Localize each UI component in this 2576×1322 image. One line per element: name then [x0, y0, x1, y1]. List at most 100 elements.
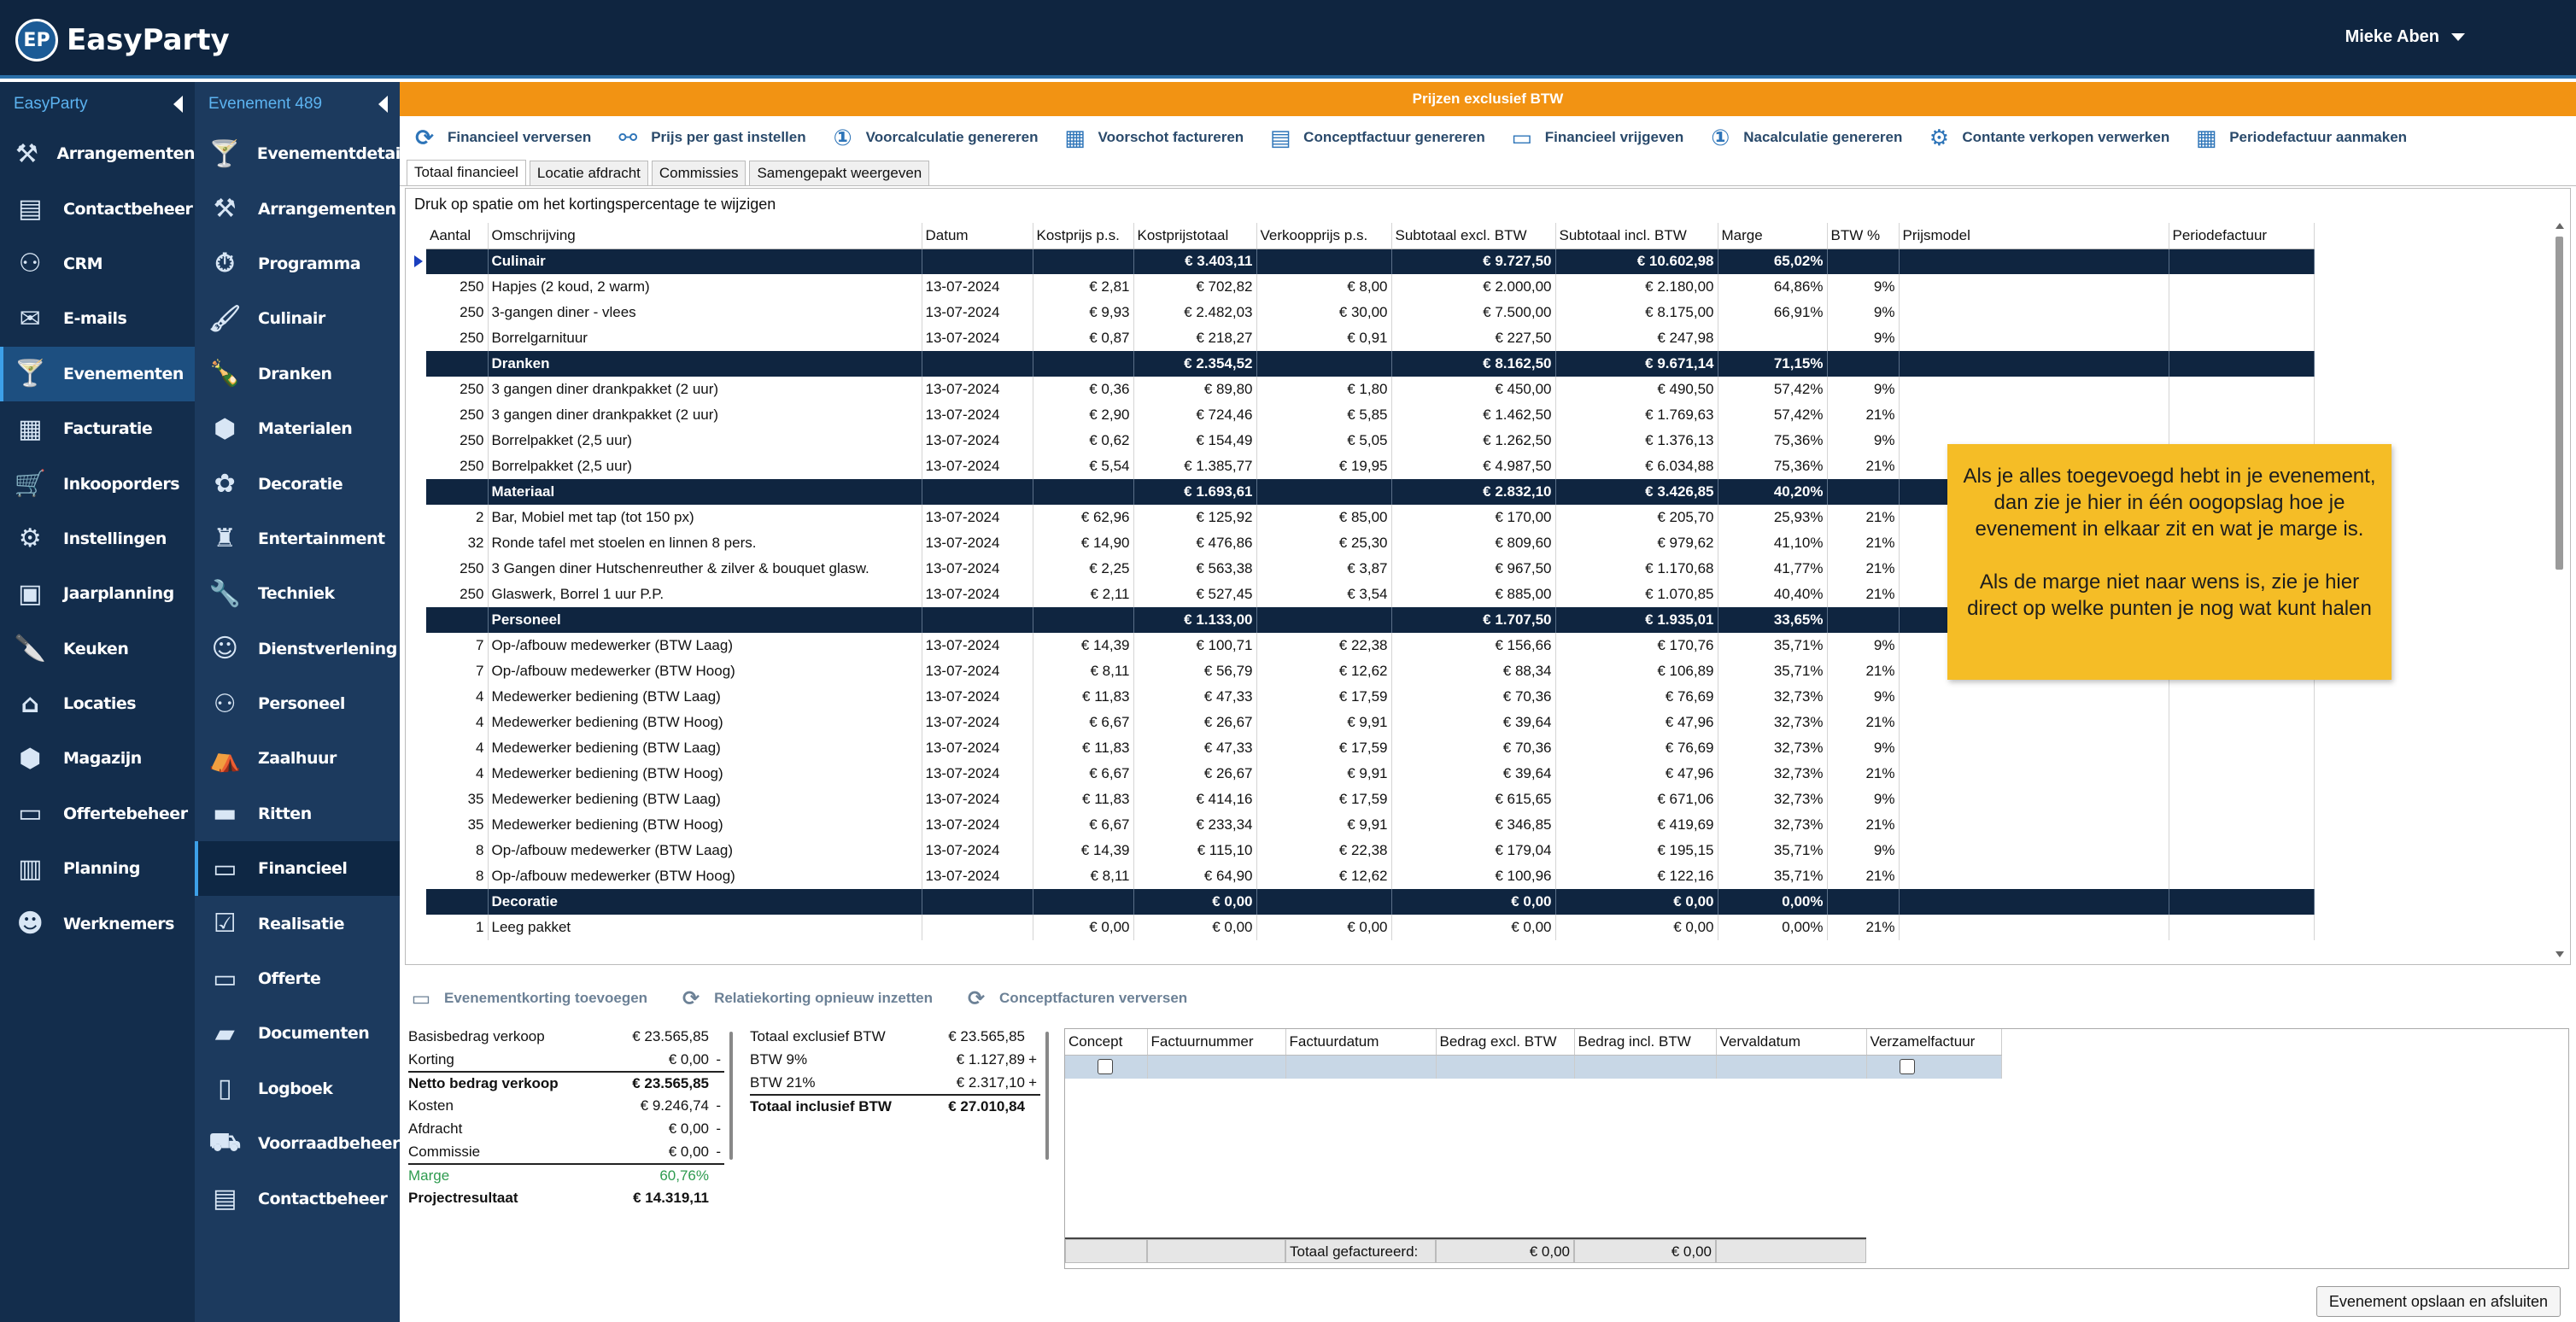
table-row[interactable]: 4 Medewerker bediening (BTW Laag) 13-07-20… [426, 735, 2315, 761]
invoice-column-header[interactable]: Factuurdatum [1285, 1029, 1437, 1056]
nav-item-contactbeheer[interactable]: ▤ Contactbeheer [0, 181, 195, 236]
table-row[interactable]: 250 3 gangen diner drankpakket (2 uur) 13-… [426, 377, 2315, 402]
table-row[interactable]: 250 3-gangen diner - vlees 13-07-2024 € 9,9… [426, 300, 2315, 325]
toolbar-periodefactuur-aanmaken-button[interactable]: ▦ Periodefactuur aanmaken [2193, 125, 2407, 150]
event-nav-item-offerte[interactable]: ▭ Offerte [195, 951, 400, 1006]
toolbar-conceptfactuur-genereren-button[interactable]: ▤ Conceptfactuur genereren [1268, 125, 1485, 150]
toolbar-voorcalculatie-genereren-button[interactable]: ① Voorcalculatie genereren [830, 125, 1039, 150]
event-nav-item-culinair[interactable]: 🖌 Culinair [195, 291, 400, 346]
nav-item-instellingen[interactable]: ⚙ Instellingen [0, 512, 195, 566]
invoice-column-header[interactable]: Verzamelfactuur [1866, 1029, 2002, 1056]
table-row[interactable]: 250 3 gangen diner drankpakket (2 uur) 13-… [426, 402, 2315, 428]
invoice-row[interactable] [1065, 1055, 2002, 1079]
invoice-column-header[interactable]: Vervaldatum [1716, 1029, 1867, 1056]
event-nav-item-zaalhuur[interactable]: ⛺ Zaalhuur [195, 731, 400, 786]
tab-locatie-afdracht[interactable]: Locatie afdracht [529, 161, 648, 185]
event-nav-item-logboek[interactable]: ▯ Logboek [195, 1062, 400, 1116]
conceptfacturen-verversen-button[interactable]: ⟳ Conceptfacturen verversen [963, 986, 1187, 1011]
nav-item-jaarplanning[interactable]: ▣ Jaarplanning [0, 566, 195, 621]
collective-cell[interactable] [1866, 1055, 2002, 1079]
concept-checkbox[interactable] [1098, 1058, 1113, 1074]
event-nav-item-entertainment[interactable]: ♜ Entertainment [195, 512, 400, 566]
table-row[interactable]: 4 Medewerker bediening (BTW Laag) 13-07-20… [426, 684, 2315, 710]
table-row[interactable]: 7 Op-/afbouw medewerker (BTW Hoog) 13-07-2… [426, 658, 2315, 684]
user-menu[interactable]: Mieke Aben [2345, 27, 2465, 47]
table-row[interactable]: 4 Medewerker bediening (BTW Hoog) 13-07-20… [426, 761, 2315, 787]
event-nav-item-materialen[interactable]: ⬢ Materialen [195, 401, 400, 456]
vertical-scrollbar[interactable] [2553, 223, 2567, 957]
column-header[interactable]: BTW % [1827, 223, 1900, 249]
evenementkorting-toevoegen-button[interactable]: ▭ Evenementkorting toevoegen [408, 986, 647, 1011]
column-header[interactable]: Kostprijs p.s. [1033, 223, 1134, 249]
nav-item-arrangementen[interactable]: ⚒ Arrangementen [0, 126, 195, 181]
scroll-down-icon[interactable] [2556, 951, 2564, 957]
column-header[interactable]: Kostprijstotaal [1133, 223, 1257, 249]
event-nav-header[interactable]: Evenement 489 [195, 82, 400, 126]
column-header[interactable]: Aantal [426, 223, 489, 249]
invoice-column-header[interactable]: Bedrag excl. BTW [1436, 1029, 1575, 1056]
nav-item-evenementen[interactable]: 🍸 Evenementen [0, 346, 195, 401]
table-row[interactable]: 35 Medewerker bediening (BTW Hoog) 13-07-2… [426, 812, 2315, 838]
main-nav-header[interactable]: EasyParty [0, 82, 195, 126]
event-nav-item-personeel[interactable]: ⚇ Personeel [195, 676, 400, 731]
nav-item-facturatie[interactable]: ▦ Facturatie [0, 401, 195, 456]
event-nav-item-ritten[interactable]: ▬ Ritten [195, 787, 400, 841]
tab-samengepakt-weergeven[interactable]: Samengepakt weergeven [749, 161, 930, 185]
event-nav-item-arrangementen[interactable]: ⚒ Arrangementen [195, 181, 400, 236]
collapse-left-icon[interactable] [378, 96, 388, 113]
table-row[interactable]: 8 Op-/afbouw medewerker (BTW Laag) 13-07-2… [426, 838, 2315, 863]
event-nav-item-documenten[interactable]: ▰ Documenten [195, 1006, 400, 1061]
invoice-column-header[interactable]: Factuurnummer [1147, 1029, 1286, 1056]
event-nav-item-decoratie[interactable]: ✿ Decoratie [195, 456, 400, 511]
column-header[interactable]: Subtotaal incl. BTW [1555, 223, 1718, 249]
table-row[interactable]: 1 Leeg pakket € 0,00 € 0,00 € 0,00 € 0,00 € 0,… [426, 915, 2315, 940]
invoice-column-header[interactable]: Concept [1065, 1029, 1148, 1056]
scroll-up-icon[interactable] [2556, 223, 2564, 229]
event-nav-item-dranken[interactable]: 🍾 Dranken [195, 347, 400, 401]
group-row[interactable]: Materiaal € 1.693,61 € 2.832,10 € 3.426,85 4… [426, 479, 2315, 505]
table-row[interactable]: 4 Medewerker bediening (BTW Hoog) 13-07-20… [426, 710, 2315, 735]
toolbar-financieel-vrijgeven-button[interactable]: ▭ Financieel vrijgeven [1509, 125, 1683, 150]
nav-item-inkooporders[interactable]: 🛒 Inkooporders [0, 456, 195, 511]
table-row[interactable]: 250 Hapjes (2 koud, 2 warm) 13-07-2024 € 2,… [426, 274, 2315, 300]
app-logo[interactable]: EP EasyParty [15, 19, 230, 61]
nav-item-e-mails[interactable]: ✉ E-mails [0, 291, 195, 346]
column-header[interactable]: Verkoopprijs p.s. [1256, 223, 1392, 249]
group-row[interactable]: Dranken € 2.354,52 € 8.162,50 € 9.671,14 71,… [426, 351, 2315, 377]
column-header[interactable]: Periodefactuur [2169, 223, 2315, 249]
toolbar-nacalculatie-genereren-button[interactable]: ① Nacalculatie genereren [1707, 125, 1902, 150]
event-nav-item-voorraadbeheer[interactable]: ⛟ Voorraadbeheer [195, 1116, 400, 1171]
toolbar-prijs-per-gast-instellen-button[interactable]: ⚯ Prijs per gast instellen [615, 125, 805, 150]
toolbar-contante-verkopen-verwerken-button[interactable]: ⚙ Contante verkopen verwerken [1926, 125, 2169, 150]
nav-item-magazijn[interactable]: ⬢ Magazijn [0, 731, 195, 786]
scroll-thumb[interactable] [2556, 237, 2563, 570]
column-header[interactable]: Prijsmodel [1899, 223, 2169, 249]
column-header[interactable]: Marge [1718, 223, 1828, 249]
group-row[interactable]: Decoratie € 0,00 € 0,00 € 0,00 0,00% [426, 889, 2315, 915]
event-nav-item-financieel[interactable]: ▭ Financieel [195, 841, 400, 897]
nav-item-offertebeheer[interactable]: ▭ Offertebeheer [0, 787, 195, 841]
nav-item-crm[interactable]: ⚇ CRM [0, 237, 195, 291]
nav-item-werknemers[interactable]: ☻ Werknemers [0, 896, 195, 951]
column-header[interactable]: Subtotaal excl. BTW [1391, 223, 1556, 249]
collapse-left-icon[interactable] [173, 96, 183, 113]
relatiekorting-opnieuw-inzetten-button[interactable]: ⟳ Relatiekorting opnieuw inzetten [678, 986, 933, 1011]
event-nav-item-techniek[interactable]: 🔧 Techniek [195, 566, 400, 621]
invoice-column-header[interactable]: Bedrag incl. BTW [1574, 1029, 1717, 1056]
event-nav-item-programma[interactable]: ⏱ Programma [195, 237, 400, 291]
event-nav-item-dienstverlening[interactable]: ☺ Dienstverlening [195, 622, 400, 676]
table-row[interactable]: 8 Op-/afbouw medewerker (BTW Hoog) 13-07-2… [426, 863, 2315, 889]
toolbar-voorschot-factureren-button[interactable]: ▦ Voorschot factureren [1063, 125, 1244, 150]
nav-item-locaties[interactable]: ⌂ Locaties [0, 676, 195, 731]
save-and-close-button[interactable]: Evenement opslaan en afsluiten [2315, 1286, 2561, 1317]
toolbar-financieel-verversen-button[interactable]: ⟳ Financieel verversen [412, 125, 591, 150]
event-nav-item-realisatie[interactable]: ☑ Realisatie [195, 896, 400, 951]
event-nav-item-contactbeheer[interactable]: ▤ Contactbeheer [195, 1171, 400, 1225]
column-header[interactable]: Datum [922, 223, 1033, 249]
table-row[interactable]: 250 Borrelgarnituur 13-07-2024 € 0,87 € 218,… [426, 325, 2315, 351]
tab-commissies[interactable]: Commissies [651, 161, 746, 185]
tab-totaal-financieel[interactable]: Totaal financieel [407, 160, 526, 185]
column-header[interactable]: Omschrijving [488, 223, 922, 249]
nav-item-planning[interactable]: ▥ Planning [0, 841, 195, 896]
table-row[interactable]: 35 Medewerker bediening (BTW Laag) 13-07-2… [426, 787, 2315, 812]
